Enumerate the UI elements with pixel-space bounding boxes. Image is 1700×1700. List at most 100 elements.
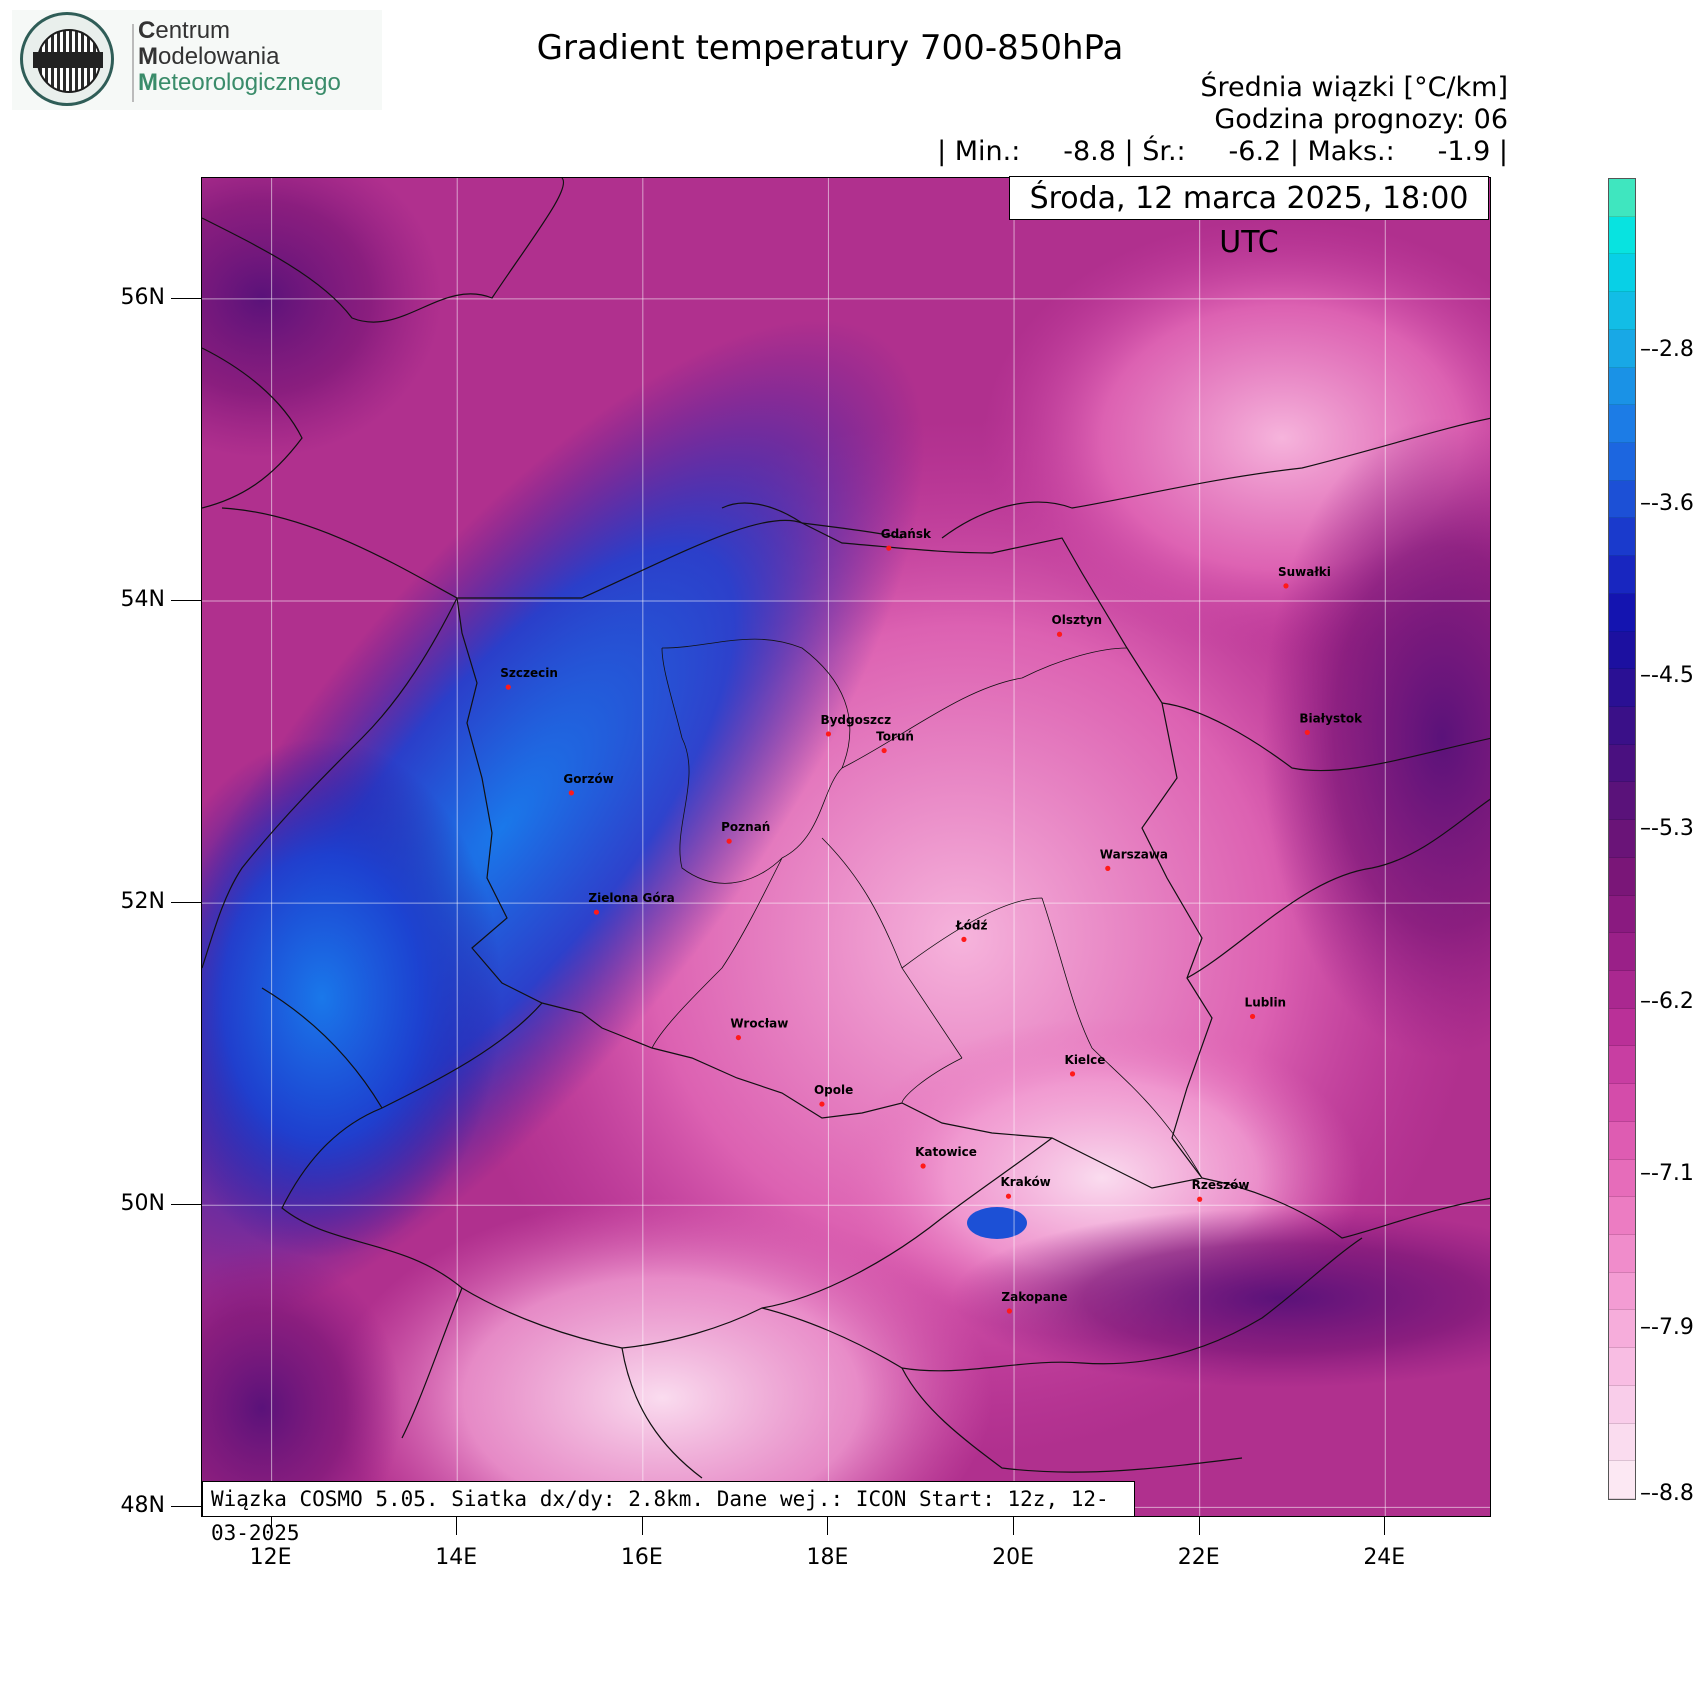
colorbar-segment (1609, 1423, 1635, 1462)
latitude-tick-label: 50N (120, 1191, 165, 1217)
latitude-tick (171, 1506, 201, 1508)
longitude-tick-label: 20E (992, 1545, 1034, 1570)
longitude-tick (456, 1517, 458, 1535)
colorbar-tick-label: –-3.6 (1640, 490, 1694, 516)
colorbar-tick-label: –-5.3 (1640, 816, 1694, 842)
longitude-tick-label: 22E (1177, 1545, 1220, 1570)
city-marker (505, 684, 511, 690)
latitude-tick-label: 48N (120, 1493, 165, 1519)
longitude-tick-label: 12E (249, 1545, 292, 1570)
baltic-states (941, 417, 1490, 539)
colorbar-segment (1609, 1310, 1635, 1349)
city-label: Łódź (955, 918, 988, 932)
field-light-southwest (332, 1198, 992, 1516)
field-purple-southwest (202, 1248, 402, 1516)
colorbar-segment (1609, 1159, 1635, 1198)
longitude-tick (1013, 1517, 1015, 1535)
field-blue-west (202, 738, 502, 1258)
latitude-tick-label: 54N (120, 586, 165, 612)
colorbar-segment (1609, 1008, 1635, 1047)
city-label: Rzeszów (1192, 1178, 1250, 1192)
ukraine-border (1186, 798, 1490, 1239)
colorbar-tick-label: –-7.9 (1640, 1314, 1694, 1340)
city-marker (1005, 1193, 1012, 1199)
latitude-tick (171, 599, 201, 601)
city-marker (735, 1034, 742, 1041)
longitude-tick-label: 16E (620, 1545, 663, 1570)
city-layer: Gdańsk Olsztyn Suwałki Białystok Szczecin Byd… (500, 527, 1363, 1314)
colorbar-segment (1609, 329, 1635, 368)
city-marker (1304, 729, 1310, 736)
city-label: Kraków (1000, 1175, 1050, 1189)
colorbar-segment (1609, 1197, 1635, 1235)
city-marker (1069, 1071, 1076, 1077)
sweden-coast (202, 178, 565, 323)
colorbar-segment (1609, 593, 1635, 632)
longitude-tick (827, 1517, 829, 1535)
colorbar-segment (1609, 1084, 1635, 1122)
colorbar-segment (1609, 1121, 1635, 1160)
city-label: Poznań (721, 820, 770, 834)
slovakia-border (761, 1237, 1363, 1372)
city-label: Zielona Góra (588, 891, 674, 905)
borders (202, 178, 1490, 1479)
colorbar-segment (1609, 443, 1635, 481)
field-purple-east (1262, 418, 1490, 1058)
denmark-coast (202, 347, 303, 509)
city-marker (1197, 1196, 1203, 1202)
colorbar-segment (1609, 707, 1635, 745)
city-marker (726, 838, 732, 844)
colorbar-segment (1609, 367, 1635, 406)
colorbar-segment (1609, 744, 1635, 783)
stats-line: | Min.: -8.8 | Śr.: -6.2 | Maks.: -1.9 | (937, 136, 1508, 167)
logo-text: Centrum Modelowania Meteorologicznego (138, 17, 341, 96)
colorbar-tick-label: –-7.1 (1640, 1161, 1694, 1187)
field-blue-tatra (967, 1207, 1027, 1239)
city-label: Szczecin (500, 666, 558, 680)
czech-border (281, 1002, 1053, 1349)
longitude-tick-label: 24E (1363, 1545, 1406, 1570)
city-label: Lublin (1245, 995, 1287, 1009)
imgw-emblem-icon (20, 12, 114, 106)
city-label: Katowice (915, 1145, 977, 1159)
city-marker (961, 936, 967, 942)
colorbar (1608, 178, 1636, 1500)
city-marker (920, 1163, 926, 1169)
city-marker (1056, 631, 1063, 637)
coast-north (221, 502, 803, 599)
colorbar-segment (1609, 631, 1635, 670)
city-label: Wrocław (730, 1017, 788, 1031)
belarus-border (1161, 702, 1490, 772)
city-marker (819, 1101, 825, 1107)
colorbar-segment (1609, 933, 1635, 971)
latitude-tick (171, 297, 201, 299)
colorbar-segment (1609, 1235, 1635, 1273)
city-label: Opole (814, 1083, 853, 1097)
units-line: Średnia wiązki [°C/km] (1200, 72, 1508, 103)
city-label: Warszawa (1100, 847, 1168, 861)
latitude-tick (171, 902, 201, 904)
city-label: Bydgoszcz (820, 713, 891, 727)
colorbar-segment (1609, 1272, 1635, 1311)
colorbar-tick-label: –-4.5 (1640, 663, 1694, 689)
colorbar-segment (1609, 857, 1635, 896)
map-title: Gradient temperatury 700-850hPa (536, 28, 1124, 68)
austria-hungary (401, 1287, 1243, 1479)
colorbar-tick-label: –-8.8 (1640, 1481, 1694, 1506)
longitude-tick (1198, 1517, 1200, 1535)
latitude-tick (171, 1204, 201, 1206)
longitude-tick (270, 1517, 272, 1535)
colorbar-segment (1609, 782, 1635, 821)
colorbar-segment (1609, 971, 1635, 1009)
city-marker (1006, 1308, 1013, 1314)
colorbar-segment (1609, 292, 1635, 330)
colorbar-segment (1609, 669, 1635, 707)
city-marker (881, 747, 887, 754)
colorbar-segment (1609, 1348, 1635, 1386)
voivodeship-lines (651, 638, 1203, 1179)
city-marker (825, 731, 832, 737)
colorbar-tick-label: –-2.8 (1640, 337, 1694, 363)
city-label: Kielce (1065, 1053, 1106, 1067)
vistula-spit (801, 522, 903, 539)
city-marker (593, 909, 600, 915)
